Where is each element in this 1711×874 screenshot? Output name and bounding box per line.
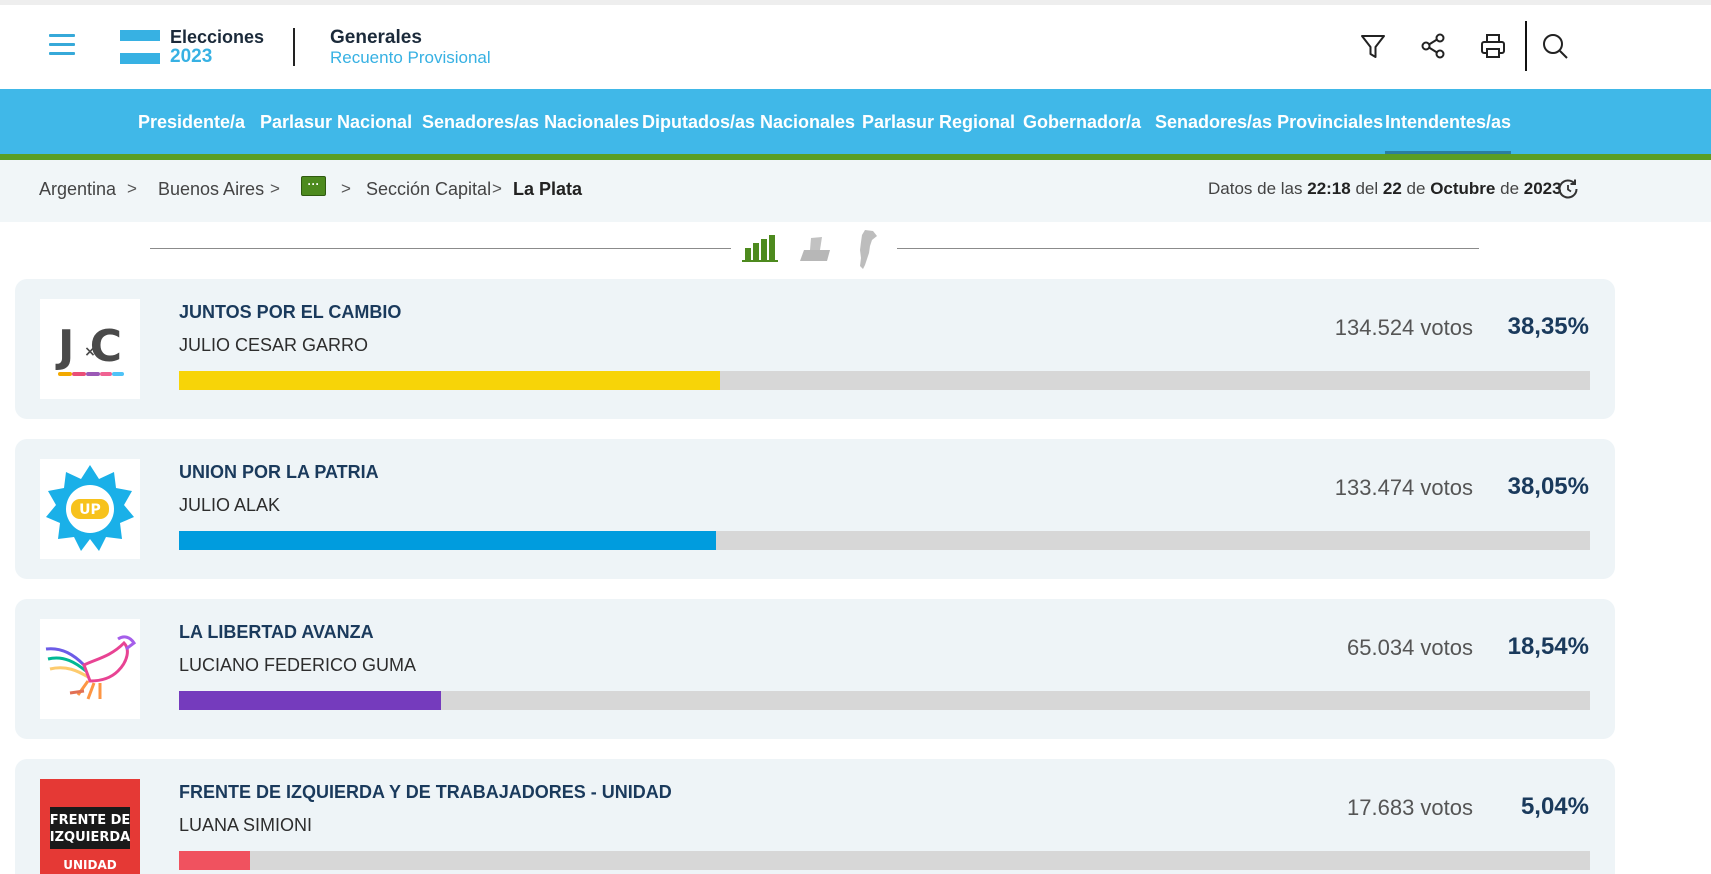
breadcrumb-separator: > [127,179,137,198]
nav-accent-line [0,154,1711,160]
progress-fill [179,371,721,390]
breadcrumb-separator: > [492,179,502,198]
breadcrumb-separator: > [270,179,280,198]
bar-chart-icon[interactable] [742,232,778,262]
result-card: J C × JUNTOS POR EL CAMBIO JULIO CESAR G… [15,279,1615,419]
breadcrumb: Argentina > Buenos Aires > ··· > Sección… [0,160,1711,222]
divider-line [150,248,731,249]
party-name: JUNTOS POR EL CAMBIO [179,302,402,322]
progress-fill [179,851,251,870]
candidate-name: JULIO CESAR GARRO [179,335,369,355]
svg-text:UP: UP [79,502,101,518]
tab-senadores-provinciales[interactable]: Senadores/as Provinciales [1155,112,1384,132]
vote-percent: 38,35% [1507,313,1589,340]
ballot-box-icon[interactable] [798,236,834,262]
svg-text:FRENTE DE: FRENTE DE [50,813,131,828]
brand-title: Elecciones [170,27,265,47]
brand-year: 2023 [170,46,213,67]
vote-count: 133.474 votos [1334,475,1473,500]
header-divider [293,28,295,66]
result-card: LA LIBERTAD AVANZA LUCIANO FEDERICO GUMA… [15,599,1615,739]
vote-percent: 38,05% [1507,473,1589,500]
svg-text:×: × [84,344,96,360]
tab-presidente[interactable]: Presidente/a [138,112,246,132]
print-icon[interactable] [1478,31,1508,61]
party-name: LA LIBERTAD AVANZA [179,622,374,642]
party-name: FRENTE DE IZQUIERDA Y DE TRABAJADORES - … [179,782,672,802]
progress-fill [179,531,716,550]
breadcrumb-seccion-capital[interactable]: Sección Capital [366,179,492,199]
vote-percent: 18,54% [1507,633,1589,660]
vote-count: 134.524 votos [1334,315,1473,340]
filter-icon[interactable] [1358,31,1388,61]
breadcrumb-argentina[interactable]: Argentina [39,179,117,199]
breadcrumb-more-button[interactable]: ··· [301,176,326,196]
menu-icon[interactable] [49,34,75,58]
party-name: UNION POR LA PATRIA [179,462,379,482]
tab-gobernador[interactable]: Gobernador/a [1023,112,1142,132]
breadcrumb-buenos-aires[interactable]: Buenos Aires [158,179,265,199]
progress-track [179,851,1590,870]
share-icon[interactable] [1418,31,1448,61]
progress-track [179,691,1590,710]
candidate-name: JULIO ALAK [179,495,281,515]
category-nav: Presidente/a Parlasur Nacional Senadores… [0,89,1711,154]
vote-percent: 5,04% [1520,793,1589,820]
divider-line [897,248,1479,249]
last-updated: Datos de las 22:18 del 22 de Octubre de … [1208,179,1562,198]
site-header: Elecciones 2023 Generales Recuento Provi… [0,5,1711,89]
candidate-name: LUCIANO FEDERICO GUMA [179,655,417,675]
progress-track [179,531,1590,550]
section-subtitle: Recuento Provisional [330,48,491,67]
tab-parlasur-nacional[interactable]: Parlasur Nacional [260,112,413,132]
search-icon[interactable] [1540,31,1570,61]
vote-count: 17.683 votos [1347,795,1473,820]
section-title: Generales [330,27,422,48]
fit-logo: FRENTE DE IZQUIERDA UNIDAD [40,779,140,874]
header-icon-divider [1525,21,1527,71]
progress-track [179,371,1590,390]
breadcrumb-current: La Plata [513,179,583,199]
result-card: UP UNION POR LA PATRIA JULIO ALAK 133.47… [15,439,1615,579]
tab-parlasur-regional[interactable]: Parlasur Regional [862,112,1016,132]
top-edge [0,0,1711,5]
jxc-logo: J C × [40,299,140,399]
refresh-icon[interactable] [1556,177,1580,201]
tab-diputados-nacionales[interactable]: Diputados/as Nacionales [642,112,856,132]
svg-text:UNIDAD: UNIDAD [63,858,117,872]
breadcrumb-separator: > [341,179,351,198]
vote-count: 65.034 votos [1347,635,1473,660]
tab-intendentes[interactable]: Intendentes/as [1385,89,1512,154]
argentina-flag-icon [120,30,160,64]
lla-logo [40,619,140,719]
result-card: FRENTE DE IZQUIERDA UNIDAD FRENTE DE IZQ… [15,759,1615,874]
argentina-map-icon[interactable] [855,228,879,270]
tab-senadores-nacionales[interactable]: Senadores/as Nacionales [422,112,640,132]
candidate-name: LUANA SIMIONI [179,815,313,835]
up-logo: UP [40,459,140,559]
svg-text:J C: J C [55,321,122,372]
progress-fill [179,691,441,710]
svg-text:IZQUIERDA: IZQUIERDA [50,830,130,845]
